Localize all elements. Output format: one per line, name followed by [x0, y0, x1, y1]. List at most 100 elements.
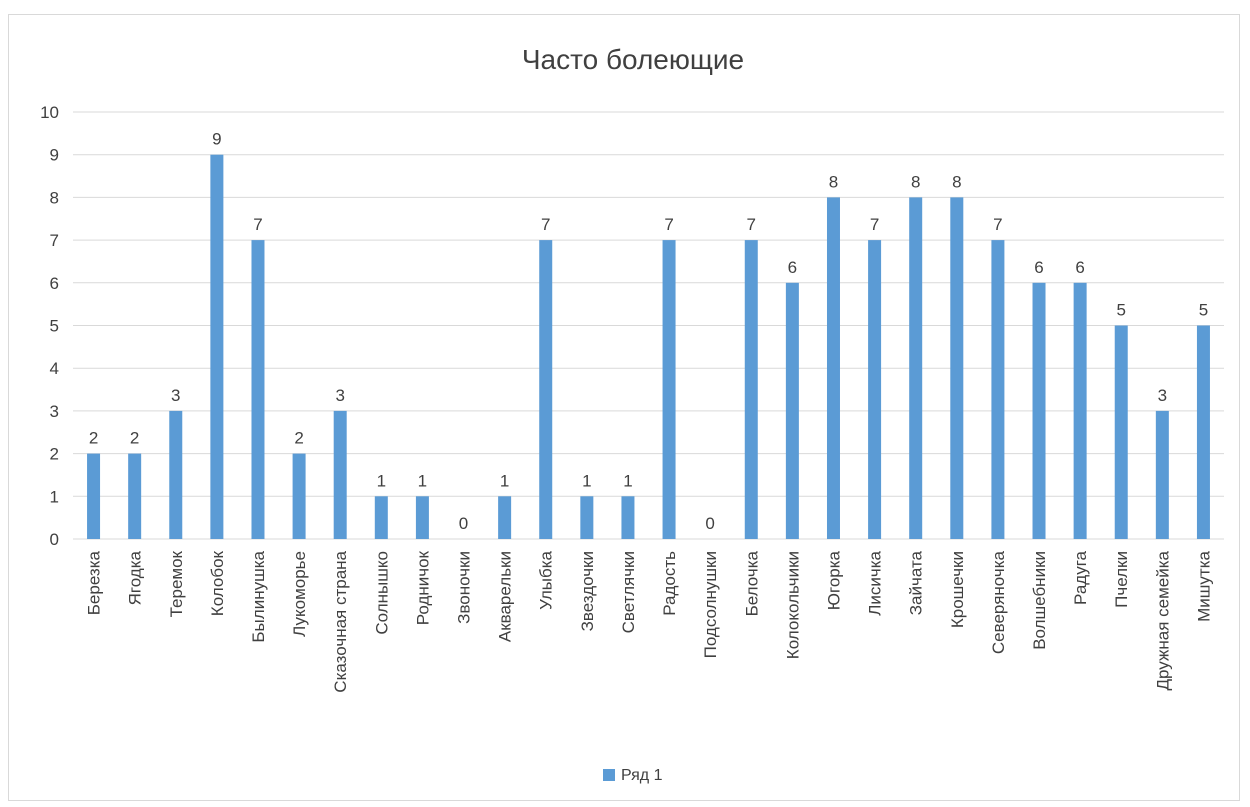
x-tick-label: Светлячки — [619, 551, 638, 633]
x-tick-label: Северяночка — [989, 550, 1008, 654]
bar — [950, 197, 964, 539]
x-tick-label: Дружная семейка — [1153, 550, 1172, 690]
legend: Ряд 1 — [603, 767, 663, 784]
x-tick-label: Сказочная страна — [331, 550, 350, 692]
bar — [251, 240, 265, 539]
gridlines — [73, 111, 1224, 540]
y-tick-label: 8 — [50, 188, 59, 207]
data-label: 0 — [705, 514, 714, 533]
y-tick-label: 6 — [50, 274, 59, 293]
data-label: 6 — [788, 258, 797, 277]
data-label: 7 — [870, 215, 879, 234]
data-label: 1 — [582, 471, 591, 490]
x-tick-label: Теремок — [167, 550, 186, 617]
data-label: 7 — [541, 215, 550, 234]
y-tick-label: 3 — [50, 402, 59, 421]
bar — [1155, 410, 1169, 539]
bar — [128, 453, 142, 539]
data-label: 9 — [212, 130, 221, 149]
bar — [868, 240, 882, 539]
data-label: 3 — [335, 386, 344, 405]
x-tick-label: Былинушка — [249, 550, 268, 642]
bar — [169, 410, 183, 539]
data-label: 8 — [952, 172, 961, 191]
x-tick-label: Югорка — [824, 550, 843, 610]
bar — [991, 240, 1005, 539]
data-label: 1 — [500, 471, 509, 490]
x-tick-label: Родничок — [413, 550, 432, 625]
bar — [539, 240, 553, 539]
bar — [1032, 282, 1046, 539]
bar — [292, 453, 306, 539]
x-tick-label: Белочка — [742, 550, 761, 616]
bar — [744, 240, 758, 539]
y-tick-label: 9 — [50, 146, 59, 165]
x-tick-label: Лукоморье — [290, 551, 309, 637]
data-label: 7 — [253, 215, 262, 234]
x-tick-label: Пчелки — [1112, 551, 1131, 608]
x-axis-ticks: Березка Ягодка Теремок Колобок Былинушка Луко… — [85, 550, 1214, 692]
x-tick-label: Лисичка — [866, 550, 885, 615]
bar — [621, 496, 635, 539]
data-label: 1 — [418, 471, 427, 490]
y-tick-label: 4 — [50, 359, 59, 378]
bar — [415, 496, 429, 539]
x-tick-label: Ягодка — [126, 550, 145, 605]
bar — [909, 197, 923, 539]
data-label: 0 — [459, 514, 468, 533]
bar — [785, 282, 799, 539]
y-tick-label: 0 — [50, 530, 59, 549]
bars — [87, 154, 1210, 539]
x-tick-label: Подсолнушки — [701, 551, 720, 658]
x-tick-label: Звоночки — [455, 551, 474, 624]
bar — [87, 453, 101, 539]
data-label: 5 — [1116, 301, 1125, 320]
data-labels: 2 2 3 9 7 2 3 1 1 0 1 7 1 1 7 0 7 6 8 7 8 8 7 6 6 5 3 5 — [89, 130, 1208, 533]
bar — [333, 410, 347, 539]
data-label: 2 — [89, 429, 98, 448]
x-tick-label: Березка — [85, 550, 104, 615]
bar — [1114, 325, 1128, 539]
data-label: 7 — [747, 215, 756, 234]
data-label: 8 — [911, 172, 920, 191]
legend-label: Ряд 1 — [621, 767, 663, 784]
data-label: 7 — [993, 215, 1002, 234]
data-label: 6 — [1034, 258, 1043, 277]
x-tick-label: Радость — [660, 551, 679, 616]
x-tick-label: Улыбка — [537, 550, 556, 609]
data-label: 6 — [1075, 258, 1084, 277]
bar — [1196, 325, 1210, 539]
x-tick-label: Волшебники — [1030, 551, 1049, 650]
x-tick-label: Акварельки — [496, 551, 515, 642]
bar — [374, 496, 388, 539]
data-label: 1 — [377, 471, 386, 490]
bar — [498, 496, 512, 539]
y-tick-label: 1 — [50, 487, 59, 506]
legend-swatch — [603, 769, 615, 781]
x-tick-label: Крошечки — [948, 551, 967, 628]
x-tick-label: Зайчата — [907, 550, 926, 615]
data-label: 2 — [294, 429, 303, 448]
data-label: 3 — [1158, 386, 1167, 405]
bar — [662, 240, 676, 539]
x-tick-label: Радуга — [1071, 550, 1090, 604]
bar — [1073, 282, 1087, 539]
y-axis-ticks: 0 1 2 3 4 5 6 7 8 9 10 — [40, 103, 59, 549]
bar — [210, 154, 224, 539]
bar — [826, 197, 840, 539]
data-label: 2 — [130, 429, 139, 448]
x-tick-label: Звездочки — [578, 551, 597, 631]
y-tick-label: 2 — [50, 445, 59, 464]
y-tick-label: 7 — [50, 231, 59, 250]
y-tick-label: 5 — [50, 317, 59, 336]
data-label: 8 — [829, 172, 838, 191]
data-label: 3 — [171, 386, 180, 405]
data-label: 1 — [623, 471, 632, 490]
x-tick-label: Колокольчики — [783, 551, 802, 659]
data-label: 5 — [1199, 301, 1208, 320]
x-tick-label: Мишутка — [1194, 550, 1213, 621]
y-tick-label: 10 — [40, 103, 59, 122]
chart-title: Часто болеющие — [522, 44, 744, 75]
